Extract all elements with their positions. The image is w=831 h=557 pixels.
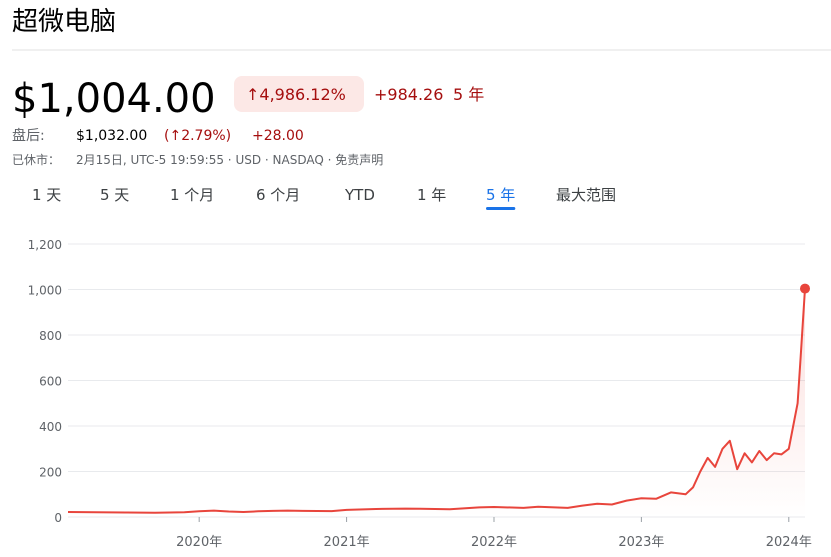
y-tick-label: 0	[54, 511, 62, 525]
x-tick-label: 2022年	[471, 535, 517, 550]
status-label: 已休市：	[12, 152, 60, 167]
y-tick-label: 1,000	[28, 284, 62, 298]
range-tab[interactable]: 1 天	[32, 186, 61, 204]
end-point	[800, 283, 810, 294]
x-tick-label: 2024年	[766, 535, 812, 550]
after-hours-pct: (↑2.79%)	[164, 128, 231, 144]
y-tick-label: 400	[39, 420, 62, 434]
range-tab[interactable]: YTD	[344, 186, 375, 204]
after-hours-price: $1,032.00	[76, 128, 147, 144]
change-period: 5 年	[453, 85, 484, 104]
x-tick-label: 2020年	[176, 535, 222, 550]
y-tick-label: 1,200	[28, 238, 62, 252]
x-tick-label: 2021年	[324, 535, 370, 550]
stock-title: 超微电脑	[12, 7, 116, 37]
change-pct: ↑4,986.12%	[246, 85, 346, 104]
status-text: 2月15日, UTC-5 19:59:55 · USD · NASDAQ · 免…	[76, 152, 383, 167]
price-line	[67, 288, 806, 514]
chart: 0 200 400 600 800 1,000 1,200 2020年 2021年 2022年 20…	[28, 238, 812, 550]
range-tab[interactable]: 6 个月	[256, 186, 300, 204]
range-tab[interactable]: 5 年	[486, 186, 515, 204]
y-tick-label: 200	[39, 466, 62, 480]
range-tab[interactable]: 1 年	[417, 186, 446, 204]
y-tick-label: 800	[39, 329, 62, 343]
y-tick-label: 600	[39, 375, 62, 389]
tab-underline	[486, 207, 516, 210]
area	[68, 288, 805, 517]
change-badge	[234, 76, 364, 112]
range-tab[interactable]: 5 天	[100, 186, 129, 204]
x-tick-label: 2023年	[618, 535, 664, 550]
range-tab[interactable]: 最大范围	[556, 186, 616, 204]
after-hours-label: 盘后:	[12, 127, 45, 144]
change-abs: +984.26	[374, 85, 443, 104]
after-hours-abs: +28.00	[252, 128, 304, 144]
range-tab[interactable]: 1 个月	[170, 186, 214, 204]
price: $1,004.00	[12, 76, 216, 122]
range-tabs: 1 天 5 天 1 个月 6 个月 YTD 1 年 5 年 最大范围	[32, 186, 616, 210]
